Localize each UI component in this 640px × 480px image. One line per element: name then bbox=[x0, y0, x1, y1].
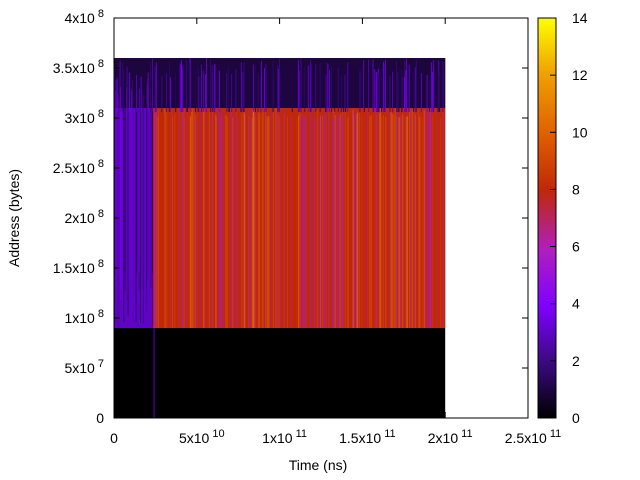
colorbar-tick-label: 6 bbox=[572, 239, 580, 255]
colorbar-tick-label: 8 bbox=[572, 181, 580, 197]
colorbar-tick-label: 4 bbox=[572, 296, 580, 312]
y-tick-label: 3x10 8 bbox=[64, 108, 104, 126]
colorbar-tick-label: 14 bbox=[572, 10, 588, 26]
colorbar bbox=[537, 17, 557, 419]
colorbar-tick-label: 2 bbox=[572, 353, 580, 369]
y-tick-label: 5x10 7 bbox=[64, 358, 104, 376]
colorbar-tick-label: 12 bbox=[572, 67, 588, 83]
x-tick-label: 1.5x10 11 bbox=[339, 428, 396, 446]
x-tick-label: 1x10 11 bbox=[262, 428, 307, 446]
y-tick-label: 2x10 8 bbox=[64, 208, 104, 226]
x-tick-label: 0 bbox=[110, 430, 118, 446]
x-tick-label: 2x10 11 bbox=[428, 428, 473, 446]
colorbar-tick-label: 10 bbox=[572, 124, 588, 140]
y-tick-label: 0 bbox=[96, 410, 104, 426]
y-tick-label: 2.5x10 8 bbox=[53, 158, 104, 176]
x-axis-label: Time (ns) bbox=[289, 457, 348, 473]
y-tick-label: 1x10 8 bbox=[64, 308, 104, 326]
y-axis-label: Address (bytes) bbox=[6, 169, 22, 267]
colorbar-tick-label: 0 bbox=[572, 410, 580, 426]
x-tick-label: 5x10 10 bbox=[179, 428, 225, 446]
y-tick-label: 4x10 8 bbox=[64, 8, 104, 26]
y-tick-label: 1.5x10 8 bbox=[53, 258, 104, 276]
y-tick-label: 3.5x10 8 bbox=[53, 58, 104, 76]
x-tick-label: 2.5x10 11 bbox=[505, 428, 562, 446]
